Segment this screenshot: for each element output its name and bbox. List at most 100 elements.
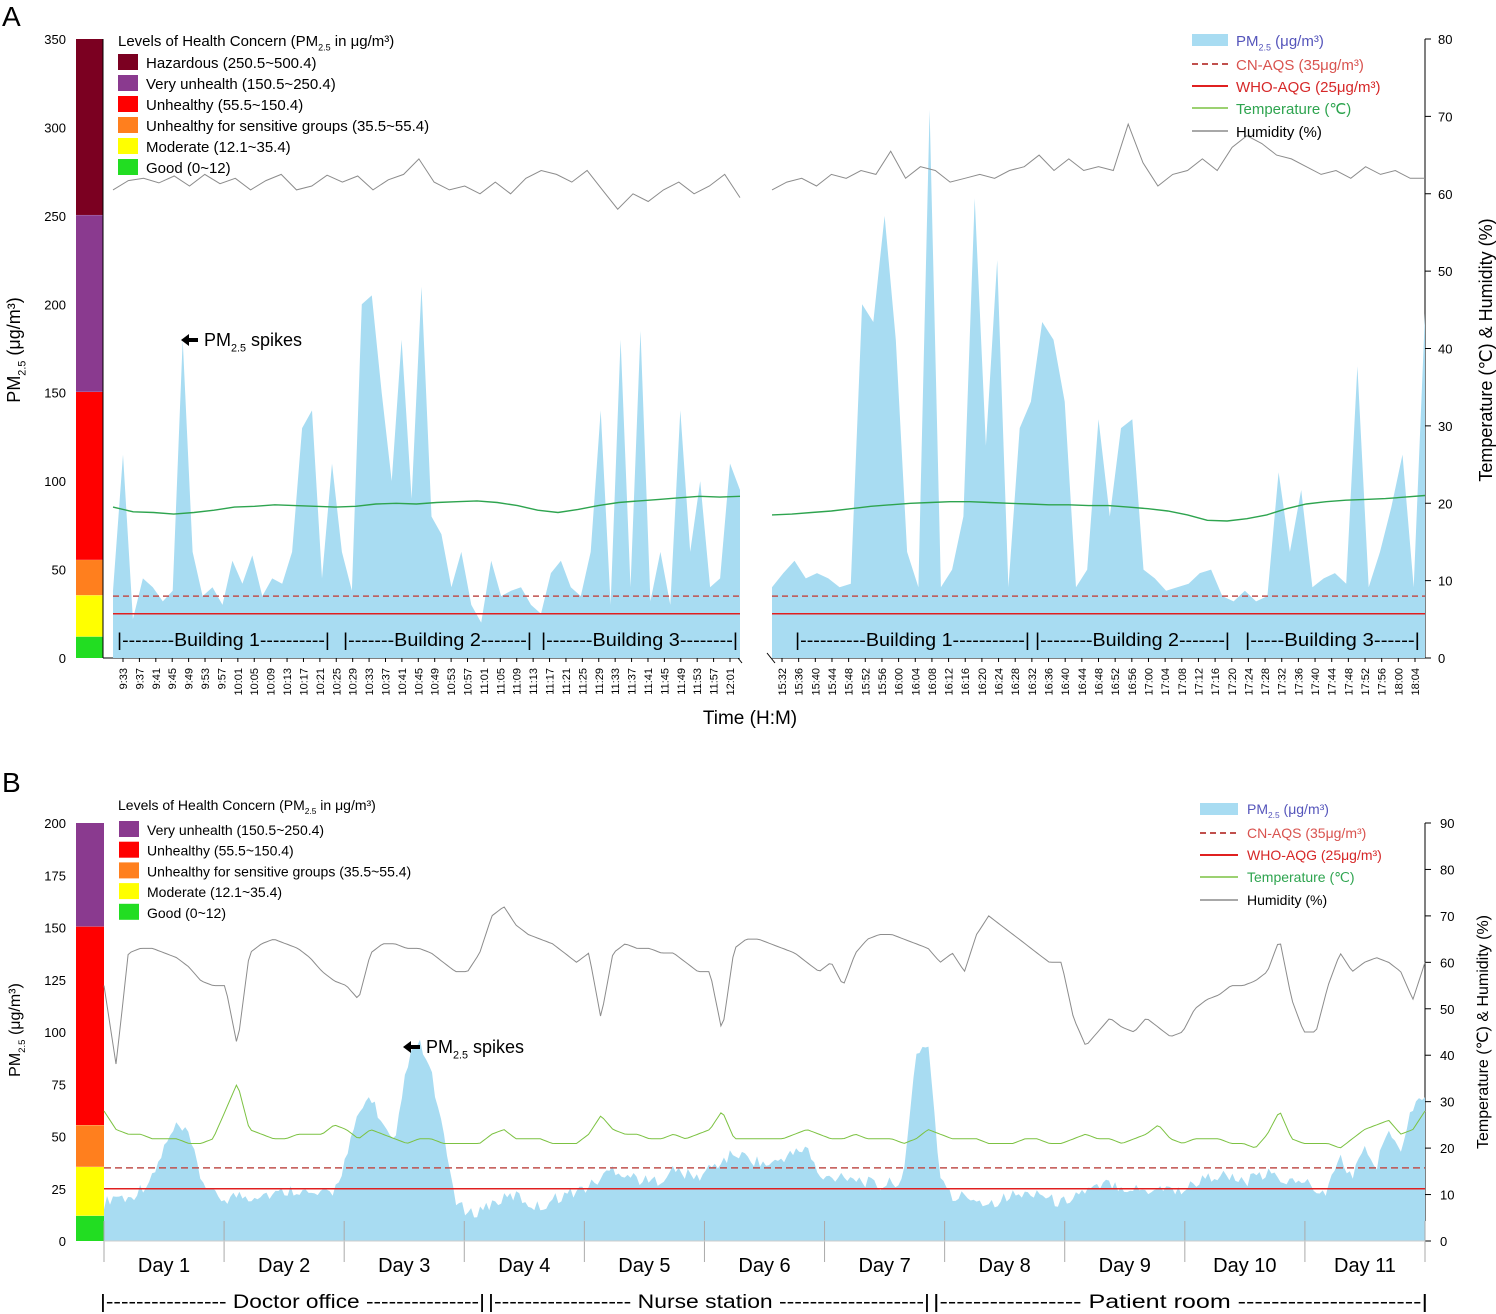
afternoon-x-tick-label: 17:04 [1160,668,1172,696]
y2-tick-label: 90 [1440,816,1454,831]
morning-x-tick-label: 9:37 [134,668,146,689]
y2-tick-label: 30 [1438,419,1452,434]
afternoon-x-tick-label: 16:00 [894,668,906,696]
y-right-label: Temperature (℃) & Humidity (%) [1475,915,1492,1149]
health-band [76,392,103,560]
health-legend-label: Unhealthy (55.5~150.4) [146,97,303,114]
afternoon-x-tick-label: 15:52 [860,668,872,696]
afternoon-x-tick-label: 16:24 [994,668,1006,696]
afternoon-humidity-line [771,122,1425,191]
afternoon-x-tick-label: 18:00 [1393,668,1405,696]
y-tick-label: 200 [44,297,66,312]
y-left-label: PM2.5 (μg/m³) [4,297,28,402]
health-legend-swatch [118,159,138,175]
morning-temperature-line [112,495,741,515]
morning-x-tick-label: 11:05 [495,668,507,695]
legend-pm25-label: PM2.5 (μg/m³) [1247,801,1329,820]
afternoon-x-tick-label: 16:56 [1127,668,1139,696]
temperature-line [103,1084,1426,1149]
morning-x-tick-label: 10:29 [348,668,360,696]
location-label: |----------------- Patient room --------… [933,1292,1428,1313]
location-label: |--------Building 1----------| [117,630,330,650]
morning-x-tick-label: 11:01 [479,668,491,695]
afternoon-x-tick-label: 16:40 [1060,668,1072,696]
afternoon-x-tick-label: 16:12 [944,668,956,696]
y2-tick-label: 60 [1438,187,1452,202]
panel-b: B 0 25 50 75 100 125 150 175 200 PM2.5 (μg/m³) 0 10 2… [2,767,1492,1313]
pm25-area [104,1039,1425,1241]
health-band [76,595,103,637]
location-label: |--------Building 2-------| [1035,630,1230,650]
health-legend-label: Good (0~12) [146,160,231,177]
health-legend-label: Unhealthy for sensitive groups (35.5~55.… [146,118,429,135]
morning-x-tick-label: 11:13 [528,668,540,695]
panel-label: B [2,767,21,798]
y2-tick-label: 70 [1440,909,1454,924]
morning-x-tick-label: 11:57 [709,668,721,695]
morning-x-tick-label: 11:33 [610,668,622,695]
day-label: Day 11 [1334,1255,1396,1277]
y2-tick-label: 0 [1438,651,1445,666]
morning-x-tick-label: 11:53 [692,668,704,695]
health-legend-label: Very unhealth (150.5~250.4) [147,822,324,838]
afternoon-x-tick-label: 17:56 [1377,668,1389,696]
location-label: |-------Building 2-------| [343,630,532,650]
y2-tick-label: 80 [1438,32,1452,47]
morning-x-tick-label: 9:33 [118,668,130,689]
health-legend-label: Good (0~12) [147,905,226,921]
afternoon-x-tick-label: 17:32 [1277,668,1289,696]
afternoon-x-tick-label: 17:00 [1143,668,1155,696]
health-band [76,1167,104,1216]
morning-x-tick-label: 11:21 [561,668,573,695]
health-band [76,926,104,1126]
morning-x-tick-label: 10:01 [233,668,245,696]
legend-pm25-swatch [1200,803,1238,815]
afternoon-x-tick-label: 16:04 [910,668,922,696]
health-legend-swatch [119,883,139,900]
afternoon-x-tick-label: 15:32 [777,668,789,696]
y2-tick-label: 70 [1438,109,1452,124]
health-legend-swatch [119,903,139,920]
y-tick-label: 50 [52,1130,66,1145]
y-tick-label: 150 [44,386,66,401]
afternoon-x-tick-label: 16:20 [977,668,989,696]
health-legend-swatch [118,54,138,70]
morning-x-tick-label: 9:41 [151,668,163,689]
panel-a: A 0 50 100 150 200 250 300 350 PM2.5 (μg/m³) 0 10 20… [2,1,1496,729]
y2-tick-label: 20 [1440,1141,1454,1156]
afternoon-x-tick-label: 15:40 [810,668,822,696]
location-label: |----------Building 1-----------| [795,630,1030,650]
day-label: Day 1 [138,1255,190,1277]
location-label: |---------------- Doctor office --------… [100,1292,485,1313]
annotation-label: PM2.5 spikes [204,330,302,354]
afternoon-x-tick-label: 17:28 [1260,668,1272,696]
day-label: Day 8 [979,1255,1031,1277]
health-band [76,39,103,215]
health-legend-label: Unhealthy (55.5~150.4) [147,843,294,859]
y2-tick-label: 50 [1438,264,1452,279]
day-label: Day 9 [1099,1255,1151,1277]
health-legend-swatch [118,96,138,112]
y-tick-label: 0 [59,651,66,666]
y-tick-label: 250 [44,209,66,224]
afternoon-x-tick-label: 17:40 [1310,668,1322,696]
location-label: |-----Building 3------| [1245,630,1420,650]
health-legend-label: Very unhealth (150.5~250.4) [146,76,336,93]
legend-pm25-label: PM2.5 (μg/m³) [1236,33,1324,53]
health-band [76,1125,104,1167]
y-right-label: Temperature (℃) & Humidity (%) [1476,218,1496,481]
y-tick-label: 350 [44,32,66,47]
series-legend: PM2.5 (μg/m³) CN-AQS (35μg/m³) WHO-AQG (25… [1192,33,1380,141]
y-tick-label: 175 [44,868,66,883]
health-band [76,560,103,596]
health-band [76,1215,104,1241]
health-legend-swatch [118,117,138,133]
y-left-label-text: PM2.5 (μg/m³) [4,297,28,402]
y2-tick-label: 30 [1440,1095,1454,1110]
afternoon-x-tick-label: 16:08 [927,668,939,696]
afternoon-x-tick-label: 17:36 [1293,668,1305,696]
y-tick-label: 150 [44,921,66,936]
morning-x-tick-label: 11:45 [659,668,671,695]
y2-tick-label: 0 [1440,1234,1447,1249]
